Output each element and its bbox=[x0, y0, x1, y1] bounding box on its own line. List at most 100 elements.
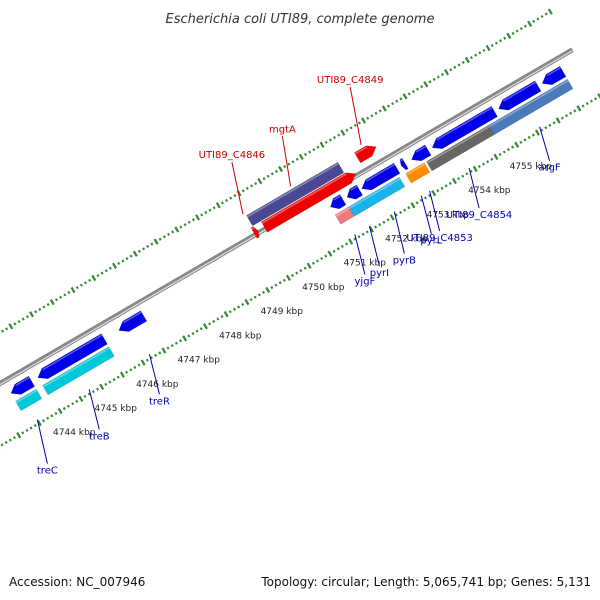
reverse-tick-dot bbox=[285, 274, 291, 282]
forward-tick-dot bbox=[49, 298, 55, 306]
reverse-tick-dot bbox=[527, 135, 531, 139]
forward-label-leader bbox=[231, 162, 244, 215]
feature-highlight bbox=[15, 376, 30, 387]
reverse-tick-dot bbox=[552, 121, 556, 125]
feature-highlight bbox=[489, 79, 569, 128]
forward-tick-dot bbox=[137, 249, 141, 253]
reverse-tick-dot bbox=[324, 254, 328, 258]
reverse-tick-dot bbox=[457, 177, 461, 181]
feature-highlight bbox=[42, 334, 103, 371]
forward-tick-dot bbox=[391, 102, 395, 106]
forward-tick-dot bbox=[254, 181, 258, 186]
reverse-tick-dot bbox=[16, 432, 22, 439]
reverse-label-leader bbox=[420, 195, 432, 234]
reverse-tick-dot bbox=[140, 359, 146, 366]
reverse-tick-dot bbox=[440, 186, 444, 190]
forward-gene-red bbox=[353, 145, 377, 164]
reverse-tick-dot bbox=[403, 208, 407, 212]
forward-tick-dot bbox=[361, 117, 367, 124]
reverse-tick-dot bbox=[83, 394, 87, 399]
reverse-tick-dot bbox=[519, 140, 523, 144]
reverse-tick-dot bbox=[511, 145, 515, 149]
tick-label: 4752 kbp bbox=[385, 235, 428, 245]
forward-tick-dot bbox=[274, 169, 278, 173]
reverse-tick-dot bbox=[233, 307, 236, 311]
reverse-tick-dot bbox=[569, 111, 573, 115]
forward-tick-dot bbox=[183, 223, 187, 227]
reverse-tick-dot bbox=[451, 177, 457, 185]
forward-label-leader bbox=[281, 136, 292, 187]
reverse-tick-dot bbox=[386, 218, 390, 222]
forward-tick-dot bbox=[162, 235, 166, 239]
forward-tick-dot bbox=[461, 60, 465, 65]
reverse-gene-label: treB bbox=[89, 431, 110, 442]
reverse-tick-dot bbox=[448, 181, 452, 185]
feature-highlight bbox=[426, 125, 490, 164]
reverse-tick-dot bbox=[257, 293, 261, 297]
reverse-label-leader bbox=[539, 126, 551, 161]
reverse-tick-dot bbox=[75, 399, 79, 403]
reverse-tick-dot bbox=[311, 261, 315, 265]
reverse-tick-dot bbox=[327, 250, 333, 257]
forward-tick-dot bbox=[79, 283, 83, 287]
forward-tick-dot bbox=[225, 198, 229, 203]
reverse-tick-dot bbox=[423, 196, 427, 200]
forward-tick-dot bbox=[457, 63, 461, 67]
forward-tick-dot bbox=[303, 152, 307, 157]
forward-tick-dot bbox=[482, 48, 486, 52]
forward-tick-dot bbox=[167, 232, 170, 236]
reverse-tick-dot bbox=[410, 202, 416, 209]
reverse-tick-dot bbox=[506, 148, 510, 152]
forward-tick-dot bbox=[420, 85, 424, 89]
reverse-tick-dot bbox=[482, 162, 485, 166]
feature-highlight bbox=[333, 195, 342, 201]
tick-label: 4755 kbp bbox=[510, 162, 553, 172]
forward-tick-dot bbox=[262, 177, 266, 181]
tick-label: 4751 kbp bbox=[344, 259, 387, 269]
forward-tick-dot bbox=[129, 254, 133, 258]
forward-tick-dot bbox=[506, 32, 512, 40]
reverse-tick-dot bbox=[87, 392, 91, 396]
forward-tick-dot bbox=[536, 17, 540, 21]
forward-tick-dot bbox=[179, 225, 183, 229]
reverse-tick-dot bbox=[104, 382, 108, 386]
tick-label: 4745 kbp bbox=[95, 404, 138, 414]
reverse-tick-dot bbox=[158, 351, 162, 355]
reverse-tick-dot bbox=[498, 152, 502, 156]
reverse-gene-blue bbox=[10, 375, 36, 395]
forward-tick-dot bbox=[283, 165, 287, 169]
forward-tick-dot bbox=[257, 177, 263, 185]
reverse-tick-dot bbox=[581, 104, 585, 108]
reverse-tick-dot bbox=[228, 310, 232, 314]
reverse-tick-dot bbox=[212, 319, 216, 323]
forward-tick-dot bbox=[503, 36, 507, 40]
feature-highlight bbox=[246, 162, 339, 218]
forward-tick-dot bbox=[532, 19, 536, 23]
reverse-tick-dot bbox=[46, 416, 50, 420]
reverse-tick-dot bbox=[353, 237, 357, 241]
reverse-tick-dot bbox=[4, 440, 8, 445]
reverse-tick-dot bbox=[170, 344, 174, 348]
forward-tick-dot bbox=[449, 68, 453, 72]
forward-tick-dot bbox=[17, 319, 21, 324]
reverse-gene-label: pyrI bbox=[370, 268, 389, 279]
reverse-label-leader bbox=[393, 211, 405, 254]
reverse-tick-dot bbox=[195, 329, 199, 333]
forward-tick-dot bbox=[499, 39, 503, 43]
forward-gene-red bbox=[260, 172, 357, 233]
forward-tick-dot bbox=[494, 41, 498, 45]
feature-highlight bbox=[406, 163, 426, 176]
forward-tick-dot bbox=[67, 290, 71, 294]
forward-tick-dot bbox=[519, 27, 523, 31]
forward-tick-dot bbox=[34, 310, 38, 314]
feature-highlight bbox=[362, 177, 401, 201]
reverse-tick-dot bbox=[166, 346, 170, 350]
forward-tick-dot bbox=[84, 281, 87, 285]
reverse-gene-blue bbox=[541, 65, 567, 86]
reverse-tick-dot bbox=[514, 141, 520, 148]
reverse-tick-dot bbox=[486, 160, 490, 164]
forward-tick-dot bbox=[117, 261, 121, 265]
reverse-tick-dot bbox=[419, 198, 423, 202]
forward-tick-dot bbox=[298, 153, 304, 161]
